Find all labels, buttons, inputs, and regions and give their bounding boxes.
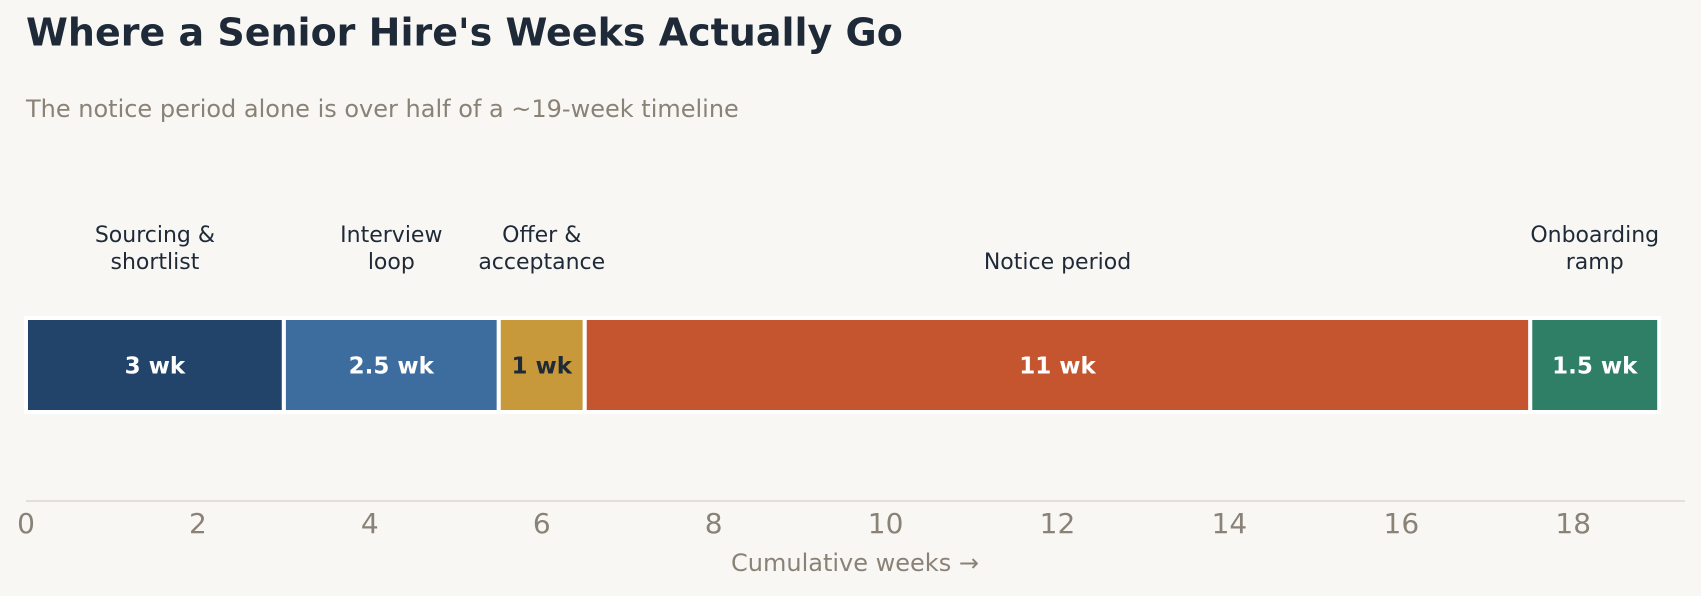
x-tick-label: 14	[1212, 507, 1248, 540]
x-tick-label: 8	[705, 507, 723, 540]
x-tick-label: 6	[533, 507, 551, 540]
category-label: Notice period	[983, 250, 1132, 275]
value-label: 1.5 wk	[1552, 354, 1638, 380]
x-tick-label: 4	[361, 507, 379, 540]
x-tick-label: 12	[1040, 507, 1076, 540]
chart-subtitle: The notice period alone is over half of …	[25, 95, 739, 123]
x-tick-label: 10	[868, 507, 904, 540]
category-label: Onboarding ramp	[1530, 223, 1660, 275]
value-label: 1 wk	[511, 354, 572, 380]
x-tick-label: 0	[17, 507, 35, 540]
category-label: Offer & acceptance	[478, 223, 606, 275]
bar-segment	[496, 316, 587, 414]
x-tick-label: 16	[1384, 507, 1420, 540]
category-label: Sourcing & shortlist	[94, 223, 216, 275]
bar-segment	[281, 316, 501, 414]
value-label: 11 wk	[1019, 354, 1096, 380]
category-label: Interview loop	[340, 223, 443, 275]
bar-segment	[1528, 316, 1662, 414]
x-tick-label: 18	[1555, 507, 1591, 540]
x-tick-label: 2	[189, 507, 207, 540]
value-label: 3 wk	[125, 354, 186, 380]
chart-title: Where a Senior Hire's Weeks Actually Go	[26, 11, 903, 55]
value-label: 2.5 wk	[349, 354, 435, 380]
x-axis-label: Cumulative weeks →	[731, 549, 979, 577]
